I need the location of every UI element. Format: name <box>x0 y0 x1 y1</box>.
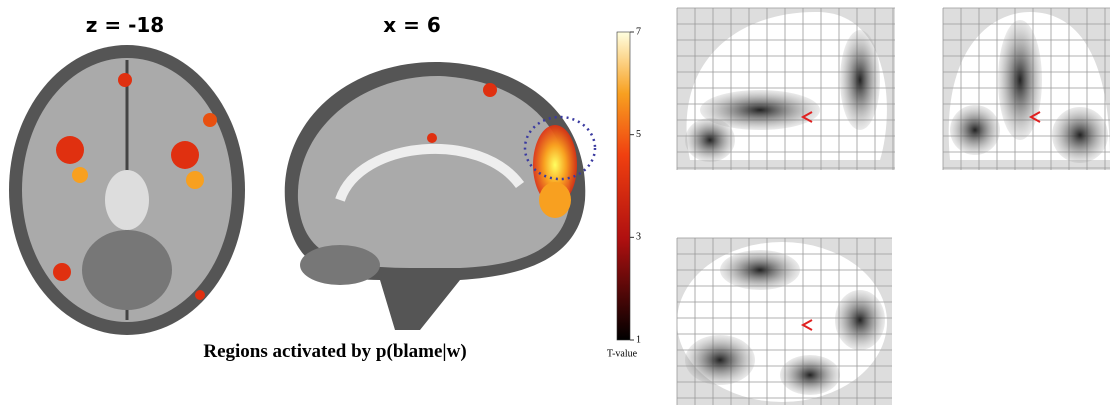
colorbar-tick-label: 7 <box>636 26 641 37</box>
glass-brain-sagittal <box>677 8 895 170</box>
caption: Regions activated by p(blame|w) <box>203 341 466 362</box>
figure: z = -18 x = 6 Regions activated by p(bla… <box>0 0 1110 411</box>
colorbar <box>617 32 630 340</box>
glass-brain-axial <box>677 238 892 405</box>
sagittal-brain <box>285 62 595 330</box>
panel-label: z = -18 <box>86 13 164 37</box>
axial-brain <box>9 45 245 335</box>
colorbar-tick-label: 1 <box>636 334 641 345</box>
colorbar-tick-label: 5 <box>636 129 641 140</box>
colorbar-tick-label: 3 <box>636 232 641 243</box>
panel-label: x = 6 <box>383 13 441 37</box>
colorbar-title: T-value <box>607 348 638 359</box>
glass-brain-coronal <box>943 8 1110 170</box>
